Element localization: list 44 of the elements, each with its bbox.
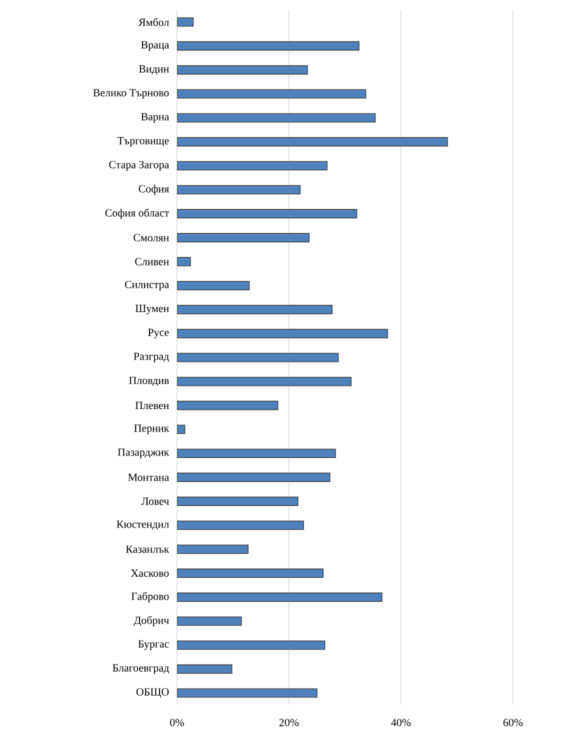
y-tick-label: Ловеч bbox=[141, 498, 169, 505]
bar bbox=[177, 41, 360, 51]
x-tick-label: 0% bbox=[170, 718, 184, 726]
bar bbox=[177, 376, 352, 386]
bar bbox=[177, 65, 308, 75]
bar bbox=[177, 352, 339, 362]
y-tick-label: Казанлък bbox=[126, 546, 170, 553]
y-tick-label: Хасково bbox=[130, 570, 169, 577]
y-tick-label: Ямбол bbox=[138, 18, 169, 26]
y-tick-label: Варна bbox=[141, 113, 170, 123]
y-tick-label: Шумен bbox=[135, 304, 169, 314]
bar bbox=[177, 304, 333, 314]
y-tick-label: Търговище bbox=[117, 137, 169, 147]
y-tick-label: Добрич bbox=[134, 616, 169, 626]
y-tick-label: Перник bbox=[134, 424, 170, 434]
y-tick-label: Видин bbox=[138, 65, 169, 75]
y-tick-label: Стара Загора bbox=[109, 160, 170, 171]
y-tick-label: Силистра bbox=[124, 280, 170, 290]
y-tick-label: Кюстендил bbox=[116, 520, 169, 530]
y-tick-label: Враца bbox=[141, 41, 170, 51]
bar bbox=[177, 400, 278, 410]
y-tick-label: Велико Търново bbox=[93, 89, 169, 99]
y-tick-label: Монтана bbox=[128, 474, 170, 481]
y-tick-label: Плевен bbox=[135, 402, 169, 410]
y-tick-label: Пазарджик bbox=[118, 448, 170, 458]
y-tick-label: София bbox=[138, 184, 169, 195]
y-tick-label: Бургас bbox=[138, 640, 169, 650]
x-tick-label: 60% bbox=[503, 718, 523, 726]
y-tick-label: Смолян bbox=[134, 234, 169, 242]
x-tick-label: 20% bbox=[279, 718, 299, 726]
bar bbox=[177, 640, 326, 650]
bar bbox=[177, 328, 388, 338]
y-tick-label: Русе bbox=[148, 328, 169, 338]
bar bbox=[177, 688, 318, 698]
y-tick-label: Разград bbox=[134, 352, 169, 362]
y-tick-label: София област bbox=[105, 208, 170, 219]
bar bbox=[177, 664, 232, 674]
y-tick-label: Габрово bbox=[131, 592, 169, 602]
y-tick-label: Сливен bbox=[135, 258, 169, 266]
y-tick-label: Благоевград bbox=[112, 664, 169, 674]
y-tick-label: Пловдив bbox=[129, 376, 169, 386]
bar bbox=[177, 17, 194, 27]
y-tick-label: ОБЩО bbox=[136, 688, 169, 698]
x-tick-label: 40% bbox=[391, 718, 411, 726]
